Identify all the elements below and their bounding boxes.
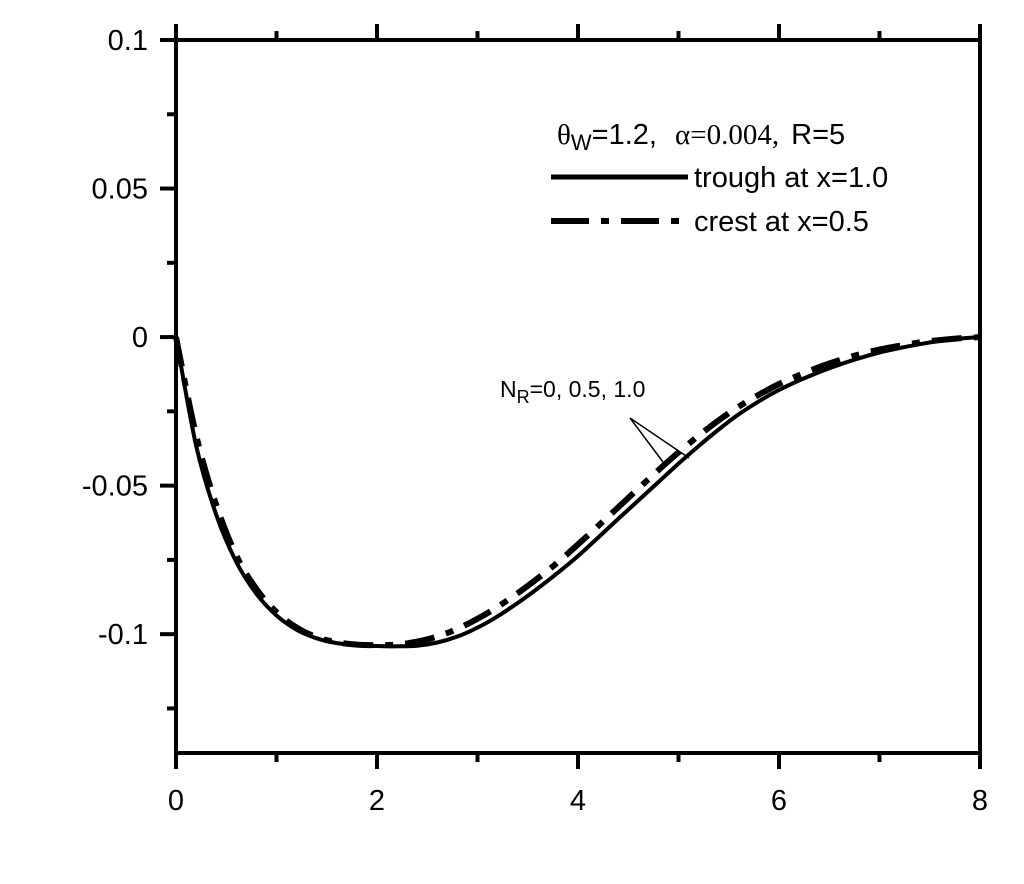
legend-label-crest: crest at x=0.5 [694, 206, 869, 238]
legend-theta: θ [557, 119, 571, 151]
legend-r: R=5 [791, 119, 845, 151]
series-layer [173, 334, 981, 649]
y-tick-label: 0 [132, 322, 148, 354]
annotation-label: NR=0, 0.5, 1.0 [500, 376, 645, 407]
x-tick-label: 8 [972, 785, 988, 817]
legend-theta-sub: W [571, 130, 592, 155]
annotation-main: N [500, 376, 517, 402]
x-tick-label: 0 [168, 785, 184, 817]
legend-alpha: α=0.004, [675, 119, 779, 151]
annotation-pointer-1 [629, 417, 664, 463]
legend-header: θW=1.2, α=0.004, R=5 [557, 119, 845, 155]
annotation-rest: =0, 0.5, 1.0 [530, 376, 646, 402]
annotation-pointer-2 [629, 417, 690, 459]
x-tick-label: 6 [771, 785, 787, 817]
legend-theta-rest: =1.2, [592, 119, 657, 151]
annotation: NR=0, 0.5, 1.0 [500, 376, 690, 463]
legend: θW=1.2, α=0.004, R=5 trough at x=1.0 cre… [551, 119, 888, 238]
axis-tick-labels: 0 2 4 6 8 0.1 0.05 0 -0.05 -0.1 [82, 25, 988, 817]
axis-ticks [160, 24, 982, 769]
y-tick-label: 0.05 [92, 174, 148, 206]
series-line-crest [173, 334, 981, 649]
y-tick-label: -0.1 [98, 619, 148, 651]
x-tick-label: 4 [570, 785, 586, 817]
legend-label-trough: trough at x=1.0 [694, 162, 888, 194]
x-tick-label: 2 [369, 785, 385, 817]
y-tick-label: 0.1 [108, 25, 148, 57]
annotation-sub: R [517, 387, 530, 407]
y-tick-label: -0.05 [82, 471, 148, 503]
